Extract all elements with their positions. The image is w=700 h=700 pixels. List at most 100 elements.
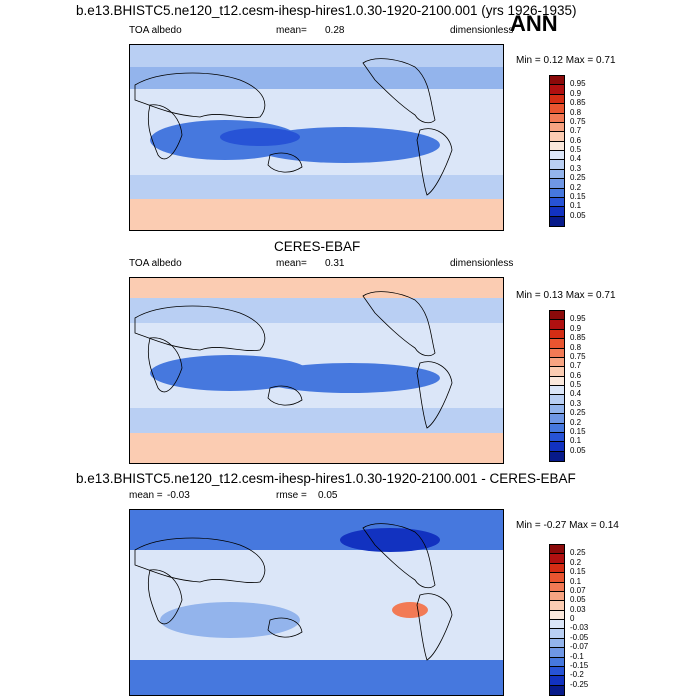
colorbar-segment [550,451,564,461]
colorbar-segment [550,423,564,433]
panel-2-map-svg [130,278,503,463]
colorbar-tick-label: 0.9 [570,323,582,333]
colorbar-tick-label: 0.3 [570,398,582,408]
colorbar-tick-label: 0.85 [570,98,586,108]
colorbar-segment [550,113,564,123]
panel-2-title: CERES-EBAF [274,239,361,254]
colorbar-tick-label: 0.25 [570,548,586,558]
antarctica-band [130,199,503,230]
colorbar-tick-label: 0.2 [570,182,582,192]
colorbar-tick-label: 0.15 [570,567,586,577]
colorbar-tick-label: 0.1 [570,201,582,211]
panel-1-variable: TOA albedo [129,25,182,36]
panel-3-title: b.e13.BHISTC5.ne120_t12.cesm-ihesp-hires… [76,471,576,486]
colorbar-tick-label: 0.05 [570,595,586,605]
colorbar-tick-label: 0.25 [570,408,586,418]
panel-1-map [129,44,504,231]
colorbar-segment [550,76,564,86]
panel-3-colorbar [549,544,565,696]
colorbar-segment [550,582,564,592]
colorbar-segment [550,404,564,415]
colorbar-segment [550,85,564,95]
southern-band [130,408,503,433]
colorbar-segment [550,169,564,180]
panel-2-colorbar [549,310,565,462]
southern-bias-band [130,660,503,695]
panel-2-mean-label: mean= [276,258,307,269]
colorbar-tick-label: 0.6 [570,135,582,145]
colorbar-segment [550,685,564,695]
peru-bias [392,602,428,618]
australia-coast [267,385,303,406]
north-bias-band [130,510,503,550]
colorbar-tick-label: 0.1 [570,576,582,586]
colorbar-tick-label: 0.5 [570,380,582,389]
colorbar-segment [550,132,564,142]
colorbar-segment [550,610,564,620]
eurasia-coast [134,72,266,118]
colorbar-tick-label: 0.07 [570,585,586,595]
warm-pool-region [220,128,300,146]
panel-3-minmax: Min = -0.27 Max = 0.14 [516,520,619,531]
colorbar-segment [550,545,564,555]
colorbar-tick-label: 0.75 [570,351,586,361]
colorbar-tick-label: 0.25 [570,173,586,183]
north-america-coast [362,58,436,124]
colorbar-segment [550,94,564,105]
colorbar-tick-label: 0.8 [570,342,582,352]
colorbar-tick-label: -0.1 [570,651,584,661]
colorbar-segment [550,348,564,358]
south-america-coast [416,361,453,429]
colorbar-segment [550,414,564,424]
colorbar-segment [550,104,564,114]
panel-1-mean-label: mean= [276,25,307,36]
colorbar-segment [550,311,564,321]
panel-3-mean-label: mean = [129,490,163,501]
season-label: ANN [510,11,558,36]
eurasia-coast [134,305,266,351]
colorbar-tick-label: 0.4 [570,389,582,399]
colorbar-segment [550,554,564,564]
colorbar-segment [550,376,564,386]
colorbar-tick-label: -0.2 [570,670,584,680]
colorbar-segment [550,657,564,667]
eurasia-coast [134,537,266,583]
colorbar-segment [550,601,564,611]
colorbar-tick-label: 0.6 [570,370,582,380]
colorbar-tick-label: 0.3 [570,163,582,173]
colorbar-segment [550,648,564,658]
colorbar-tick-label: 0.9 [570,88,582,98]
panel-2-units: dimensionless [450,258,514,269]
australia-coast [267,152,303,173]
colorbar-tick-label: 0.15 [570,191,586,201]
colorbar-tick-label: 0.75 [570,116,586,126]
colorbar-segment [550,395,564,405]
colorbar-tick-label: 0.05 [570,210,586,220]
panel-2-minmax: Min = 0.13 Max = 0.71 [516,290,616,301]
colorbar-segment [550,197,564,208]
colorbar-segment [550,591,564,602]
colorbar-segment [550,638,564,649]
colorbar-tick-label: 0.2 [570,557,582,567]
panel-1-colorbar [549,75,565,227]
colorbar-segment [550,329,564,340]
colorbar-segment [550,357,564,368]
panel-2-mean-value: 0.31 [325,258,345,269]
colorbar-tick-label: 0.15 [570,426,586,436]
panel-3-mean-value: -0.03 [167,490,190,501]
colorbar-segment [550,620,564,630]
south-america-coast [416,593,453,661]
colorbar-tick-label: 0.7 [570,126,582,136]
colorbar-tick-label: 0.85 [570,333,586,343]
south-america-coast [416,128,453,196]
panel-1-minmax: Min = 0.12 Max = 0.71 [516,55,616,66]
colorbar-tick-label: 0.2 [570,417,582,427]
colorbar-tick-label: 0.1 [570,436,582,446]
panel-2-map [129,277,504,464]
colorbar-tick-label: -0.15 [570,660,589,670]
colorbar-tick-label: 0 [570,614,575,623]
panel-1-mean-value: 0.28 [325,25,345,36]
colorbar-segment [550,179,564,189]
colorbar-segment [550,188,564,198]
colorbar-segment [550,320,564,330]
